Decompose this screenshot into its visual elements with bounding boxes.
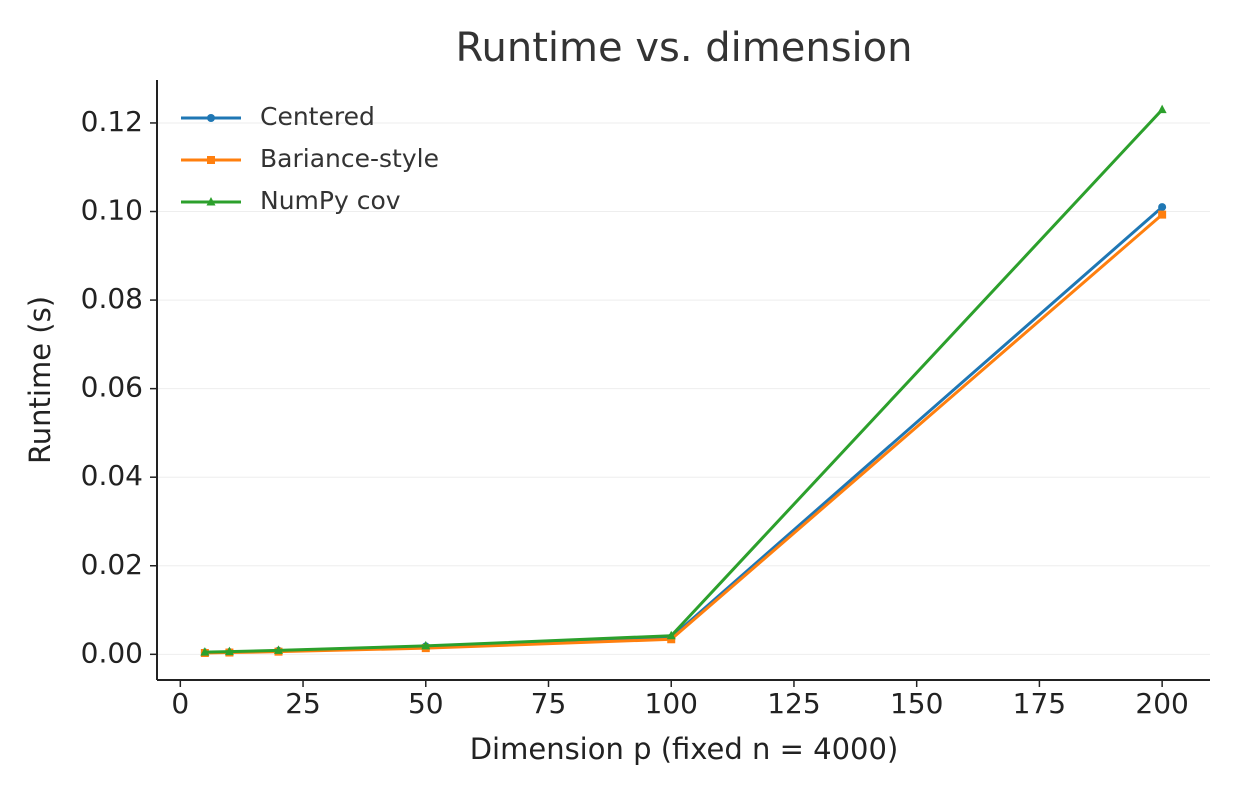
y-tick-label: 0.04	[81, 459, 143, 492]
marker	[1158, 210, 1167, 219]
marker	[200, 647, 210, 656]
x-axis-label: Dimension p (fixed n = 4000)	[470, 732, 899, 766]
chart-title: Runtime vs. dimension	[456, 25, 913, 71]
marker	[1157, 104, 1167, 114]
y-tick-label: 0.06	[81, 371, 143, 404]
y-tick-label: 0.10	[81, 194, 143, 227]
y-tick-label: 0.12	[81, 105, 143, 138]
x-tick-label: 0	[171, 687, 189, 720]
y-axis-label: Runtime (s)	[23, 296, 57, 464]
marker	[224, 646, 234, 656]
y-tick-label: 0.08	[81, 282, 143, 315]
y-tick-label: 0.02	[81, 548, 143, 581]
legend-marker	[207, 114, 215, 122]
series-line	[204, 213, 1164, 655]
x-tick-label: 50	[408, 687, 444, 720]
legend-marker	[207, 156, 215, 164]
marker	[421, 640, 431, 650]
x-tick-label: 200	[1135, 687, 1188, 720]
legend-marker	[206, 197, 216, 206]
x-tick-label: 175	[1013, 687, 1066, 720]
x-tick-label: 75	[531, 687, 567, 720]
legend-label: Centered	[260, 102, 375, 131]
marker	[666, 630, 676, 640]
x-tick-label: 100	[645, 687, 698, 720]
series-line	[204, 205, 1164, 655]
x-tick-label: 150	[890, 687, 943, 720]
series-line	[204, 108, 1164, 654]
marker	[274, 645, 283, 654]
marker	[667, 635, 676, 644]
legend-label: NumPy cov	[260, 186, 401, 215]
x-tick-label: 125	[767, 687, 820, 720]
x-tick-label: 25	[285, 687, 321, 720]
legend-label: Bariance-style	[260, 144, 439, 173]
marker	[1158, 203, 1167, 212]
y-tick-label: 0.00	[81, 636, 143, 669]
